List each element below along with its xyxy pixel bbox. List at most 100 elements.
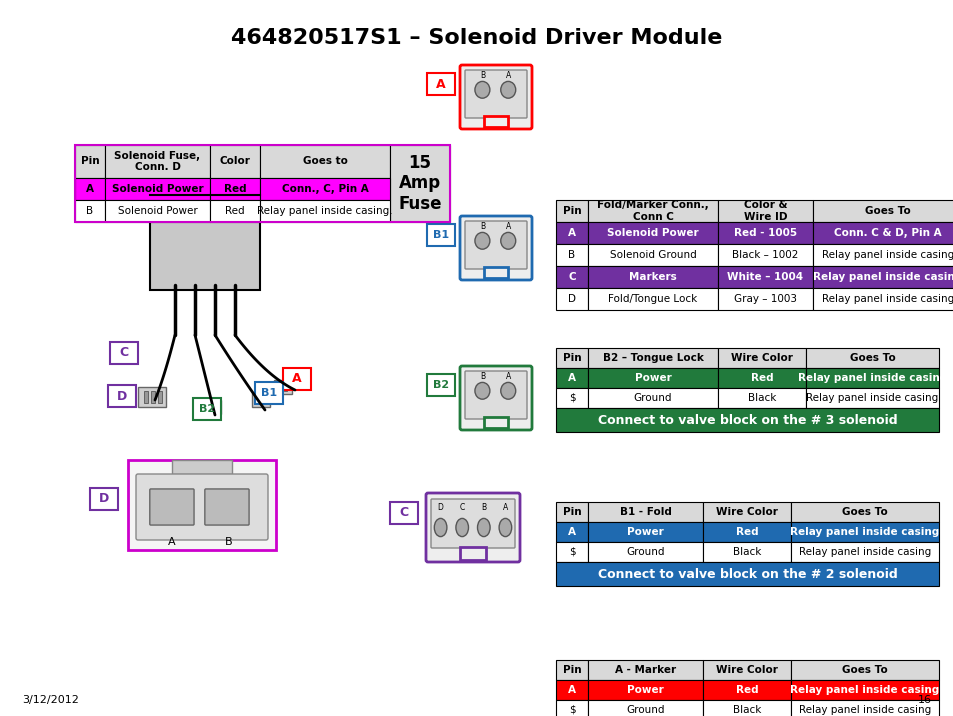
Ellipse shape — [456, 518, 468, 536]
Text: Ground: Ground — [633, 393, 672, 403]
FancyBboxPatch shape — [790, 660, 938, 680]
FancyBboxPatch shape — [283, 368, 311, 390]
FancyBboxPatch shape — [459, 65, 532, 129]
Wedge shape — [150, 195, 260, 250]
Text: B2: B2 — [433, 380, 449, 390]
Ellipse shape — [500, 82, 516, 98]
FancyBboxPatch shape — [108, 385, 136, 407]
FancyBboxPatch shape — [587, 222, 718, 244]
Text: Color: Color — [219, 157, 251, 167]
FancyBboxPatch shape — [75, 200, 105, 222]
Text: A: A — [567, 373, 576, 383]
Text: $: $ — [568, 705, 575, 715]
Text: B1: B1 — [261, 388, 276, 398]
FancyBboxPatch shape — [210, 200, 260, 222]
FancyBboxPatch shape — [193, 398, 221, 420]
FancyBboxPatch shape — [260, 178, 390, 200]
Text: C: C — [119, 347, 129, 359]
Text: Color &
Wire ID: Color & Wire ID — [743, 200, 786, 222]
FancyBboxPatch shape — [556, 408, 938, 432]
FancyBboxPatch shape — [205, 489, 249, 525]
FancyBboxPatch shape — [812, 266, 953, 288]
Text: Goes to: Goes to — [302, 157, 347, 167]
FancyBboxPatch shape — [431, 499, 515, 548]
Text: A: A — [505, 372, 510, 381]
FancyBboxPatch shape — [210, 178, 260, 200]
Text: C: C — [399, 506, 408, 520]
FancyBboxPatch shape — [105, 178, 210, 200]
FancyBboxPatch shape — [207, 403, 210, 411]
FancyBboxPatch shape — [790, 522, 938, 542]
Text: A: A — [436, 77, 445, 90]
FancyBboxPatch shape — [718, 388, 805, 408]
FancyBboxPatch shape — [556, 348, 587, 368]
FancyBboxPatch shape — [75, 178, 105, 200]
FancyBboxPatch shape — [464, 371, 526, 419]
Text: B1 - Fold: B1 - Fold — [618, 507, 671, 517]
Text: Relay panel inside casing.: Relay panel inside casing. — [257, 206, 393, 216]
FancyBboxPatch shape — [587, 660, 702, 680]
Text: B: B — [224, 537, 232, 547]
Text: Pin: Pin — [562, 507, 580, 517]
FancyBboxPatch shape — [464, 221, 526, 269]
FancyBboxPatch shape — [75, 145, 105, 178]
Text: B1: B1 — [433, 230, 449, 240]
Text: A: A — [505, 71, 510, 80]
FancyBboxPatch shape — [587, 680, 702, 700]
FancyBboxPatch shape — [390, 502, 417, 524]
Text: $: $ — [568, 547, 575, 557]
Text: Goes To: Goes To — [841, 507, 887, 517]
FancyBboxPatch shape — [556, 700, 587, 716]
FancyBboxPatch shape — [556, 368, 587, 388]
Text: Solenoid Power: Solenoid Power — [606, 228, 699, 238]
Text: Ground: Ground — [625, 547, 664, 557]
Text: D: D — [437, 503, 443, 513]
FancyBboxPatch shape — [790, 680, 938, 700]
FancyBboxPatch shape — [460, 547, 485, 560]
Text: $: $ — [568, 393, 575, 403]
Text: Black: Black — [747, 393, 776, 403]
FancyBboxPatch shape — [150, 489, 193, 525]
Text: C: C — [568, 272, 576, 282]
FancyBboxPatch shape — [556, 660, 587, 680]
Text: B: B — [568, 250, 575, 260]
FancyBboxPatch shape — [587, 502, 702, 522]
Text: Conn., C, Pin A: Conn., C, Pin A — [281, 184, 368, 194]
FancyBboxPatch shape — [90, 488, 118, 510]
FancyBboxPatch shape — [587, 388, 718, 408]
Text: B: B — [480, 503, 486, 513]
Text: 464820517S1 – Solenoid Driver Module: 464820517S1 – Solenoid Driver Module — [231, 28, 722, 48]
Text: Relay panel inside casing: Relay panel inside casing — [813, 272, 953, 282]
Text: Fold/Tongue Lock: Fold/Tongue Lock — [608, 294, 697, 304]
Text: A: A — [567, 527, 576, 537]
Text: A: A — [505, 222, 510, 231]
Text: 16: 16 — [917, 695, 931, 705]
FancyBboxPatch shape — [556, 222, 587, 244]
Text: D: D — [117, 390, 127, 402]
Text: A: A — [86, 184, 94, 194]
FancyBboxPatch shape — [587, 368, 718, 388]
FancyBboxPatch shape — [483, 116, 507, 127]
Text: A: A — [502, 503, 508, 513]
FancyBboxPatch shape — [805, 388, 938, 408]
Ellipse shape — [475, 82, 490, 98]
Text: Relay panel inside casing: Relay panel inside casing — [821, 294, 953, 304]
Ellipse shape — [498, 518, 511, 536]
FancyBboxPatch shape — [587, 348, 718, 368]
FancyBboxPatch shape — [464, 70, 526, 118]
Ellipse shape — [500, 382, 516, 400]
Ellipse shape — [475, 382, 490, 400]
Text: 15
Amp
Fuse: 15 Amp Fuse — [397, 154, 441, 213]
FancyBboxPatch shape — [128, 460, 275, 550]
FancyBboxPatch shape — [105, 200, 210, 222]
Text: Red: Red — [750, 373, 773, 383]
FancyBboxPatch shape — [812, 200, 953, 222]
FancyBboxPatch shape — [390, 145, 450, 222]
Text: Fold/Marker Conn.,
Conn C: Fold/Marker Conn., Conn C — [597, 200, 708, 222]
FancyBboxPatch shape — [718, 288, 812, 310]
Text: Wire Color: Wire Color — [730, 353, 792, 363]
FancyBboxPatch shape — [718, 348, 805, 368]
FancyBboxPatch shape — [252, 393, 270, 407]
FancyBboxPatch shape — [587, 522, 702, 542]
FancyBboxPatch shape — [255, 396, 258, 404]
